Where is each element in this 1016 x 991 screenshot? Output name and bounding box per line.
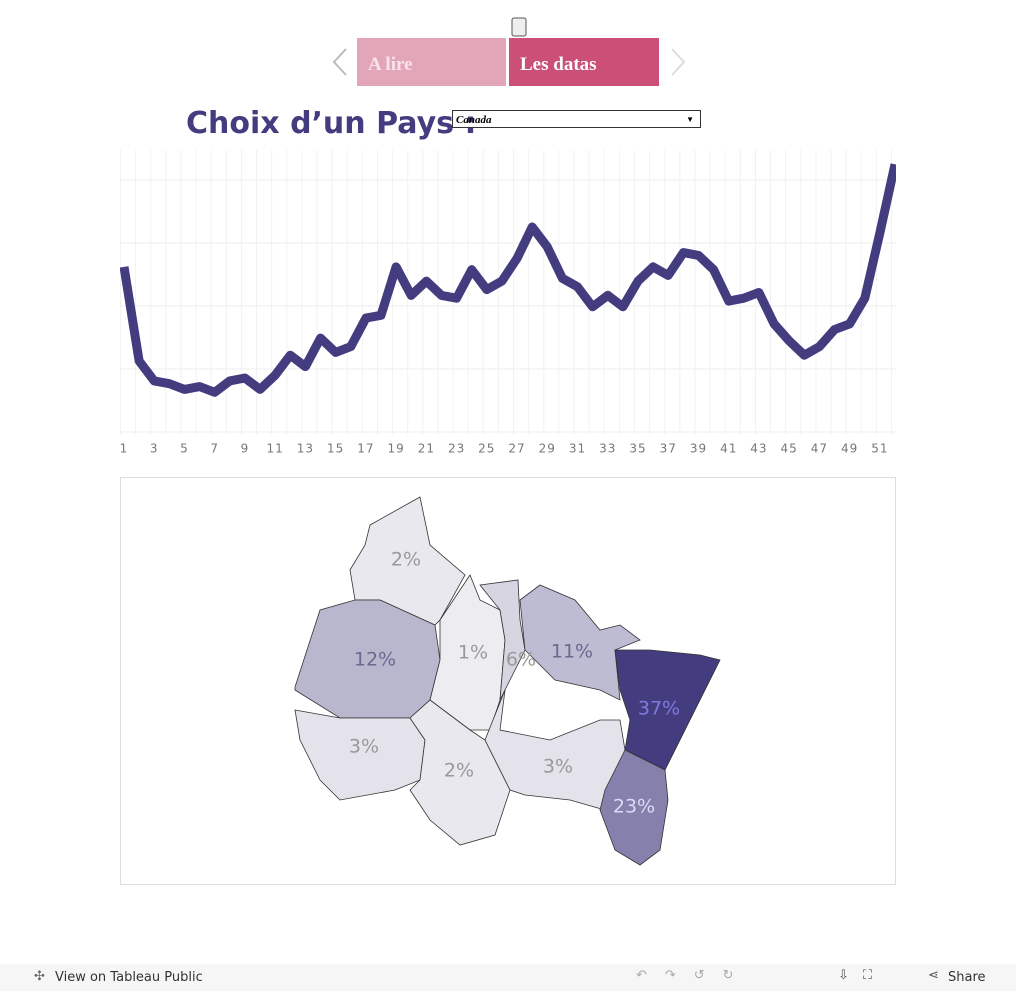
filter-label: Choix d’un Pays :	[186, 106, 477, 141]
x-tick-label: 23	[448, 442, 465, 456]
x-tick-label: 41	[720, 442, 737, 456]
x-tick-label: 25	[478, 442, 495, 456]
x-tick-label: 13	[297, 442, 314, 456]
x-tick-label: 29	[539, 442, 556, 456]
region-label: 11%	[551, 641, 593, 663]
share-button[interactable]: Share	[948, 970, 986, 985]
region-label: 2%	[444, 760, 474, 782]
x-tick-label: 37	[660, 442, 677, 456]
region-label: 23%	[613, 796, 655, 818]
next-arrow[interactable]	[664, 45, 694, 79]
x-tick-label: 47	[811, 442, 828, 456]
region-label: 3%	[543, 756, 573, 778]
toolbar-icons: ⇩⛶	[838, 968, 886, 983]
x-tick-label: 15	[327, 442, 344, 456]
region-label: 6%	[506, 649, 536, 671]
share-icon: ⋖	[928, 968, 939, 983]
region	[614, 649, 721, 771]
x-tick-label: 1	[120, 442, 129, 456]
region-label: 2%	[391, 549, 421, 571]
cursor-icon	[511, 17, 527, 37]
tableau-icon: ✣	[34, 969, 45, 984]
x-tick-label: 9	[241, 442, 250, 456]
region	[519, 584, 641, 701]
line-chart: 1 3 5 7 9 11 13 15 17 19 21 23 25 27 29 31 33 35 37 39 41 43 4…	[120, 150, 896, 456]
x-tick-label: 43	[750, 442, 767, 456]
x-tick-label: 3	[150, 442, 159, 456]
x-tick-label: 7	[210, 442, 219, 456]
region	[599, 749, 669, 866]
region-label: 1%	[458, 642, 488, 664]
x-tick-label: 49	[841, 442, 858, 456]
dropdown-value: Canada	[456, 114, 492, 126]
x-tick-label: 27	[508, 442, 525, 456]
x-tick-label: 45	[781, 442, 798, 456]
x-tick-label: 51	[871, 442, 888, 456]
tab[interactable]: Les datas	[509, 38, 659, 86]
line-series	[120, 163, 896, 397]
x-tick-label: 33	[599, 442, 616, 456]
dropdown-caret: ▼	[686, 115, 694, 124]
toolbar-icons: ↶↷↺↻	[636, 968, 752, 983]
x-tick-label: 21	[418, 442, 435, 456]
x-tick-label: 17	[357, 442, 374, 456]
x-tick-label: 39	[690, 442, 707, 456]
region	[409, 699, 511, 846]
prev-arrow[interactable]	[326, 45, 356, 79]
x-tick-label: 19	[387, 442, 404, 456]
tableau-link[interactable]: View on Tableau Public	[55, 970, 203, 985]
map: 2% 12% 1% 6% 11% 37% 3% 2% 3% 23%	[120, 477, 896, 885]
country-dropdown[interactable]: Canada ▼	[452, 110, 701, 128]
region-label: 12%	[354, 649, 396, 671]
region-label: 37%	[638, 698, 680, 720]
x-tick-label: 31	[569, 442, 586, 456]
x-tick-label: 5	[180, 442, 189, 456]
region-label: 3%	[349, 736, 379, 758]
footer: ✣ View on Tableau Public ↶↷↺↻ ⇩⛶ ⋖ Share	[0, 964, 1016, 991]
tab[interactable]: A lire	[357, 38, 506, 86]
x-tick-label: 11	[267, 442, 284, 456]
region	[294, 709, 426, 801]
x-tick-label: 35	[629, 442, 646, 456]
